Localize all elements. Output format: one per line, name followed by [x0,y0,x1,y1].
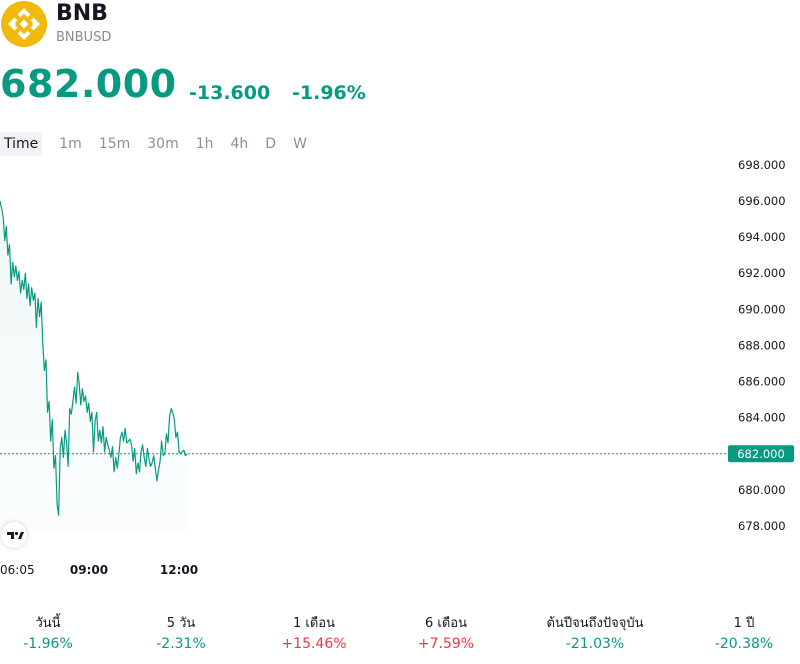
perf-value: +15.46% [281,636,347,652]
perf-value: -2.31% [156,636,206,652]
perf-value: -20.38% [714,636,774,652]
price-chart[interactable]: 698.000 696.000 694.000 692.000 690.000 688.0… [0,156,800,586]
x-axis: 06:05 09:00 12:00 [0,563,198,577]
y-tick-label: 678.000 [738,519,786,533]
symbol-ticker: BNBUSD [56,30,112,45]
perf-label: 5 วัน [166,616,196,631]
tab-d[interactable]: D [265,136,277,152]
bnb-logo-icon [1,1,47,47]
perf-label: 1 ปี [733,616,755,631]
perf-1-year[interactable]: 1 ปี -20.38% [715,612,773,652]
last-price: 682.000 [0,62,177,106]
perf-label: 6 เดือน [425,616,467,631]
price-change-percent: -1.96% [292,82,366,104]
quote-row: 682.000 -13.600 -1.96% [0,62,500,112]
x-tick-label: 12:00 [160,563,198,577]
perf-5-days[interactable]: 5 วัน -2.31% [156,612,206,652]
perf-value: -21.03% [565,636,625,652]
price-area-fill [0,201,187,530]
current-price-tag: 682.000 [728,445,794,463]
tab-4h[interactable]: 4h [230,136,249,152]
perf-value: +7.59% [417,636,475,652]
perf-1-month[interactable]: 1 เดือน +15.46% [281,612,346,652]
y-tick-label: 686.000 [738,375,786,389]
tab-w[interactable]: W [293,136,307,152]
x-tick-label: 09:00 [70,563,108,577]
y-tick-label: 696.000 [738,194,786,208]
tab-1h[interactable]: 1h [195,136,214,152]
symbol-name: BNB [56,1,108,26]
perf-value: -1.96% [23,636,73,652]
y-tick-label: 684.000 [738,411,786,425]
tradingview-logo-icon[interactable] [1,522,27,548]
current-price-label: 682.000 [737,447,785,461]
y-tick-label: 694.000 [738,230,786,244]
perf-label: วันนี้ [35,616,61,631]
tab-30m[interactable]: 30m [147,136,179,152]
tab-time[interactable]: Time [0,132,43,156]
y-tick-label: 680.000 [738,483,786,497]
perf-label: ต้นปีจนถึงปัจจุบัน [546,616,644,631]
performance-strip: วันนี้ -1.96% 5 วัน -2.31% 1 เดือน +15.4… [0,612,800,664]
perf-label: 1 เดือน [293,616,335,631]
tab-1m[interactable]: 1m [59,136,82,152]
perf-ytd[interactable]: ต้นปีจนถึงปัจจุบัน -21.03% [547,612,644,652]
perf-today[interactable]: วันนี้ -1.96% [23,612,73,652]
symbol-header: BNB BNBUSD [0,0,400,50]
y-tick-label: 698.000 [738,158,786,172]
y-axis: 698.000 696.000 694.000 692.000 690.000 688.0… [738,158,786,533]
price-series-line [0,200,188,516]
perf-6-months[interactable]: 6 เดือน +7.59% [418,612,474,652]
price-change: -13.600 [189,82,271,104]
y-tick-label: 688.000 [738,338,786,352]
x-tick-label: 06:05 [0,563,35,577]
y-tick-label: 690.000 [738,302,786,316]
y-tick-label: 692.000 [738,266,786,280]
tab-15m[interactable]: 15m [98,136,131,152]
interval-tabs: Time 1m 15m 30m 1h 4h D W [0,132,316,156]
